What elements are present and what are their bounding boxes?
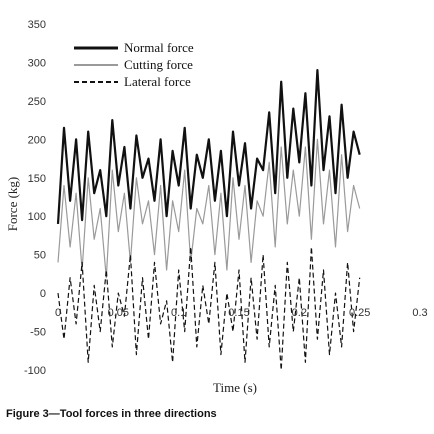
series-line-1 xyxy=(56,68,361,224)
y-axis-ticks: -100 -50 0 50 100 150 200 250 300 350 xyxy=(24,19,46,377)
y-tick-label: -50 xyxy=(30,327,46,339)
y-tick-label: 0 xyxy=(40,288,46,300)
y-tick-label: 200 xyxy=(28,134,46,146)
y-tick-label: 100 xyxy=(28,211,46,223)
legend-label: Lateral force xyxy=(124,74,191,89)
x-tick-label: 0.15 xyxy=(228,307,249,319)
y-tick-label: 350 xyxy=(28,19,46,31)
x-axis-ticks: 0 0.05 0.1 0.15 0.2 0.25 0.3 xyxy=(55,307,428,319)
x-tick-label: 0.05 xyxy=(108,307,129,319)
y-tick-label: 250 xyxy=(28,96,46,108)
figure-caption: Figure 3—Tool forces in three directions xyxy=(6,408,217,420)
force-chart: -100 -50 0 50 100 150 200 250 300 350 0 0.05 0.1 0.1… xyxy=(5,19,428,395)
x-tick-label: 0 xyxy=(55,307,61,319)
y-tick-label: 300 xyxy=(28,57,46,69)
x-axis-title: Time (s) xyxy=(213,380,257,395)
legend-label: Cutting force xyxy=(124,57,193,72)
series-line-2 xyxy=(57,138,361,279)
series-line-3 xyxy=(57,246,361,371)
y-axis-title: Force (kg) xyxy=(5,177,20,232)
x-tick-label: 0.3 xyxy=(412,307,427,319)
y-tick-label: 50 xyxy=(34,250,46,262)
x-tick-label: 0.1 xyxy=(171,307,186,319)
legend: Normal force Cutting force Lateral force xyxy=(62,36,212,92)
y-tick-label: 150 xyxy=(28,173,46,185)
x-tick-label: 0.25 xyxy=(349,307,370,319)
x-tick-label: 0.2 xyxy=(292,307,307,319)
legend-label: Normal force xyxy=(124,40,194,55)
y-tick-label: -100 xyxy=(24,365,46,377)
plot-area xyxy=(56,68,361,371)
